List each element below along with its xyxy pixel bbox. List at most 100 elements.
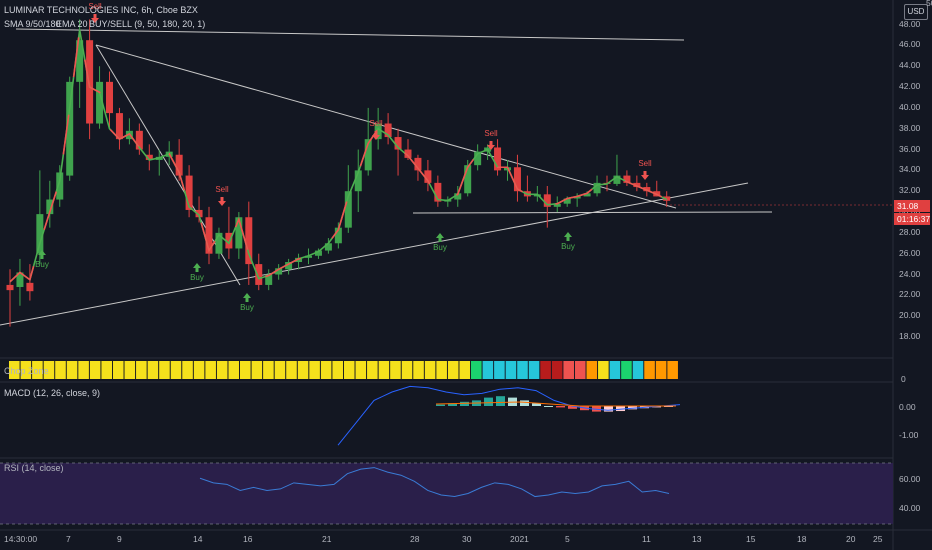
candle-body (553, 203, 561, 207)
chopzone-bar (286, 361, 297, 379)
chopzone-bar (586, 361, 598, 379)
chopzone-bar (609, 361, 621, 379)
chopzone-bar (112, 361, 124, 379)
chopzone-bar (667, 361, 678, 379)
price-axis-tick: 24.00 (899, 268, 921, 279)
chopzone-bar (170, 361, 182, 379)
rsi-label[interactable]: RSI (14, close) (4, 463, 64, 473)
chopzone-bar (540, 361, 551, 379)
candle-body (175, 154, 183, 176)
candle-body (663, 196, 671, 201)
buy-signal-label: Buy (240, 303, 254, 312)
candle-body (364, 139, 372, 171)
chopzone-bar (482, 361, 494, 379)
candle-body (235, 217, 243, 249)
sell-signal-label: Sell (369, 119, 383, 128)
countdown-tag: 01:16:37 (894, 213, 930, 225)
chopzone-axis-label: 0 (901, 374, 906, 384)
time-axis-tick: 20 (846, 534, 856, 544)
candle-body (354, 170, 362, 192)
chopzone-bar (101, 361, 112, 379)
candle-body (46, 199, 54, 215)
chopzone-bar (551, 361, 563, 379)
sell-signal-label: Sell (638, 159, 652, 168)
candle-body (16, 272, 24, 288)
time-axis-tick: 11 (642, 534, 651, 544)
buy-arrow-icon (193, 263, 201, 272)
chopzone-bar (136, 361, 147, 379)
chopzone-label[interactable]: Chop Zone (4, 366, 49, 376)
candle-body (76, 40, 84, 82)
chopzone-bar (89, 361, 101, 379)
rsi-band (0, 463, 893, 524)
symbol-title[interactable]: LUMINAR TECHNOLOGIES INC, 6h, Cboe BZX (4, 5, 198, 15)
sell-signal-label: Sell (484, 129, 498, 138)
currency-button[interactable]: USD (904, 4, 928, 20)
candle-body (145, 154, 153, 160)
candle-body (106, 81, 113, 114)
price-axis-tick: 32.00 (899, 185, 921, 196)
macd-signal-line (435, 401, 676, 407)
candle-body (265, 274, 273, 285)
chopzone-bar (9, 361, 20, 379)
candle-body (374, 123, 382, 140)
chopzone-bar (182, 361, 193, 379)
chopzone-bar (309, 361, 320, 379)
buy-signal-label: Buy (190, 273, 204, 282)
buy-signal-label: Buy (433, 243, 447, 252)
price-axis-tick: 28.00 (899, 226, 921, 237)
chopzone-bar (20, 361, 32, 379)
chopzone-bar (632, 361, 644, 379)
candle-body (295, 257, 303, 263)
macd-histogram-bar (448, 403, 457, 406)
candle-body (135, 130, 143, 150)
chopzone-bar (424, 361, 436, 379)
indicator-ema-label[interactable]: EMA 20 (56, 19, 88, 29)
candle-body (593, 182, 601, 194)
indicator-buysell-label[interactable]: BUY/SELL (9, 50, 180, 20, 1) (89, 19, 206, 29)
chopzone-bar (494, 361, 505, 379)
candle-body (86, 40, 94, 124)
time-axis-tick: 5 (565, 534, 570, 544)
candle-body (474, 151, 482, 166)
rsi-line (199, 467, 670, 498)
sell-arrow-icon (487, 141, 495, 150)
candle-body (314, 250, 322, 256)
chopzone-bar (332, 361, 343, 379)
sell-arrow-icon (641, 171, 649, 180)
chopzone-bar (505, 361, 517, 379)
candle-body (115, 113, 123, 140)
candle-body (633, 182, 641, 188)
chopzone-bar (263, 361, 274, 379)
macd-histogram-bar (592, 406, 601, 412)
time-axis-tick: 30 (462, 534, 472, 544)
candle-body (384, 123, 392, 138)
macd-histogram-bar (604, 406, 613, 412)
chopzone-bar (413, 361, 424, 379)
chopzone-bar (78, 361, 89, 379)
macd-label[interactable]: MACD (12, 26, close, 9) (4, 388, 101, 398)
candle-body (6, 284, 14, 291)
candle-body (563, 198, 571, 204)
macd-histogram-bar (616, 406, 625, 412)
candle-body (643, 187, 651, 192)
sell-arrow-icon (91, 14, 99, 23)
macd-axis-minus1: -1.00 (899, 430, 919, 440)
price-axis-tick: 26.00 (899, 247, 921, 258)
chopzone-bar (205, 361, 216, 379)
rsi-axis-60: 60.00 (899, 474, 921, 484)
chopzone-bar (274, 361, 286, 379)
candle-body (225, 232, 233, 249)
price-axis-tick: 50 (926, 0, 932, 8)
rsi-axis-40: 40.00 (899, 503, 921, 513)
last-price-tag: 31.08 (894, 200, 930, 212)
candle-body (394, 137, 402, 150)
candle-body (494, 147, 502, 171)
indicator-sma-label[interactable]: SMA 9/50/180 (4, 19, 61, 29)
sell-arrow-icon (218, 197, 226, 206)
chopzone-bar (147, 361, 159, 379)
chopzone-bar (367, 361, 378, 379)
chopzone-bar (193, 361, 205, 379)
macd-histogram-bar (544, 406, 553, 407)
